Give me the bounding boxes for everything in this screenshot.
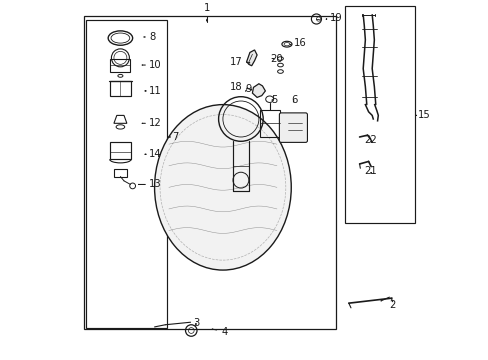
Text: 9: 9 [244,84,251,94]
FancyBboxPatch shape [279,113,307,143]
Text: 18: 18 [230,82,242,93]
Polygon shape [246,50,257,66]
Text: 3: 3 [192,318,199,328]
Bar [110,59,130,72]
Text: 12: 12 [149,118,162,128]
Bar [114,169,126,176]
Text: 11: 11 [149,86,162,96]
Text: 22: 22 [364,135,377,145]
Bar [259,110,279,137]
Text: 7: 7 [171,132,178,142]
Text: 4: 4 [221,327,227,337]
Text: 6: 6 [291,95,298,104]
Text: 15: 15 [417,111,430,120]
Bar [109,81,131,96]
Text: 17: 17 [229,57,242,67]
Text: 2: 2 [388,300,394,310]
Text: 8: 8 [149,32,155,42]
Text: 20: 20 [270,54,283,64]
Text: 13: 13 [149,180,162,189]
Text: 10: 10 [149,60,162,70]
Polygon shape [252,84,265,98]
Bar [109,143,131,159]
Bar [345,6,414,223]
Text: 16: 16 [294,39,306,49]
Text: 21: 21 [364,166,377,176]
Bar [85,20,167,328]
Text: 14: 14 [149,149,162,159]
Ellipse shape [154,105,291,270]
Text: 5: 5 [270,95,277,104]
Text: 1: 1 [203,3,209,13]
Bar [84,17,336,329]
Text: 19: 19 [329,13,342,23]
